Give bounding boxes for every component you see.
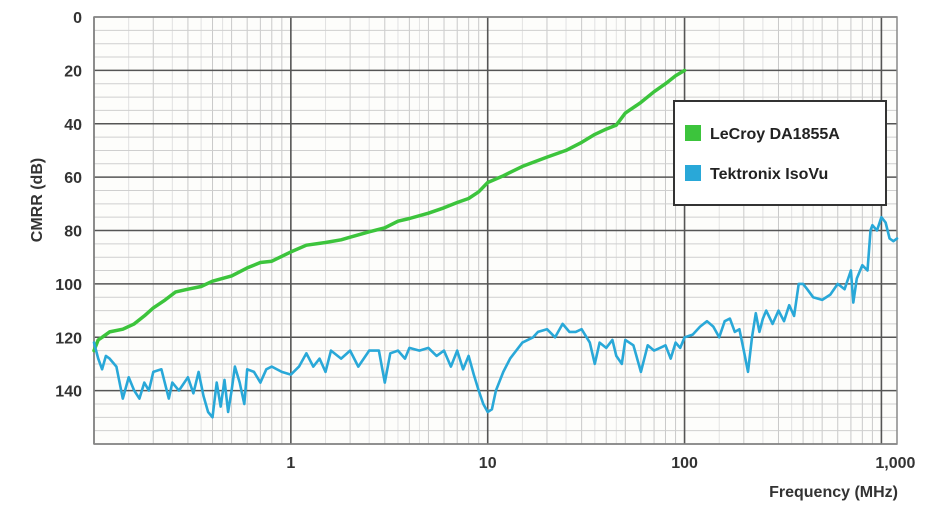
y-tick-label: 100 xyxy=(55,277,82,294)
x-tick-label: 1,000 xyxy=(875,455,915,472)
y-tick-label: 0 xyxy=(73,10,82,27)
lecroy-series-line xyxy=(92,68,687,353)
legend-label-lecroy: LeCroy DA1855A xyxy=(710,126,840,143)
y-tick-label: 120 xyxy=(55,330,82,347)
legend-swatch-lecroy xyxy=(685,125,701,141)
legend: LeCroy DA1855A Tektronix IsoVu xyxy=(673,100,887,206)
y-axis-ticks: 0 20 40 60 80 100 120 140 xyxy=(55,10,82,401)
x-axis-title: Frequency (MHz) xyxy=(769,484,898,501)
y-axis-title: CMRR (dB) xyxy=(29,158,46,242)
legend-swatch-tektronix xyxy=(685,165,701,181)
y-tick-label: 60 xyxy=(64,170,82,187)
y-tick-label: 20 xyxy=(64,63,82,80)
x-axis-ticks: 1 10 100 1,000 xyxy=(286,455,915,472)
y-tick-label: 40 xyxy=(64,117,82,134)
x-tick-label: 1 xyxy=(286,455,295,472)
y-tick-label: 80 xyxy=(64,224,82,241)
tektronix-series-line xyxy=(92,215,899,419)
x-tick-label: 100 xyxy=(671,455,698,472)
series-layer xyxy=(92,68,899,419)
plot-border xyxy=(93,16,898,445)
y-tick-label: 140 xyxy=(55,384,82,401)
legend-label-tektronix: Tektronix IsoVu xyxy=(710,166,828,183)
x-tick-label: 10 xyxy=(479,455,497,472)
legend-box xyxy=(673,100,887,206)
